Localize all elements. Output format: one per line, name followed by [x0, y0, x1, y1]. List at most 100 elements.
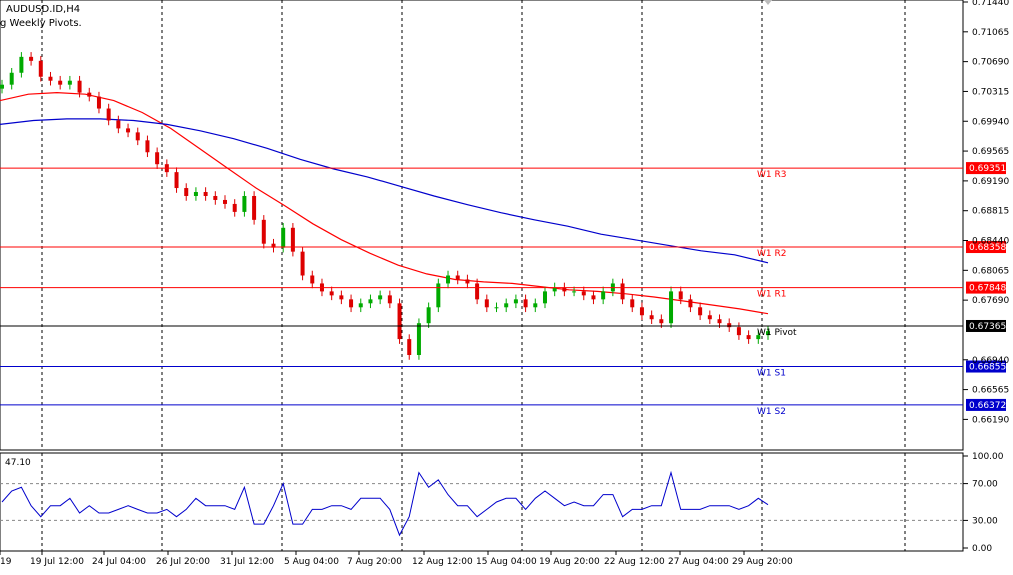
candle[interactable]	[756, 335, 761, 340]
level-name: W1 Pivot	[757, 328, 797, 338]
candle[interactable]	[213, 195, 218, 200]
candle[interactable]	[717, 319, 722, 324]
time-tick-label: 19 Aug 20:00	[539, 557, 600, 567]
candle[interactable]	[48, 76, 53, 81]
candle[interactable]	[688, 299, 693, 308]
candle[interactable]	[387, 295, 392, 304]
candle[interactable]	[620, 283, 625, 300]
candle[interactable]	[155, 152, 160, 165]
candle[interactable]	[184, 188, 189, 196]
candle[interactable]	[0, 84, 4, 89]
candle[interactable]	[416, 323, 421, 355]
candle[interactable]	[513, 299, 518, 304]
candle[interactable]	[746, 335, 751, 340]
candle[interactable]	[368, 299, 373, 304]
candle[interactable]	[290, 227, 295, 252]
candle[interactable]	[562, 287, 567, 292]
candle[interactable]	[135, 132, 140, 141]
pivot-levels[interactable]: W1 R3 0.69351 W1 R2 0.68358 W1 R1 0.67848 W1 P…	[0, 162, 1006, 417]
price-tick-label: 0.69190	[972, 177, 1009, 187]
candle[interactable]	[591, 295, 596, 300]
candle[interactable]	[407, 339, 412, 355]
time-tick-label: 29 Aug 20:00	[732, 557, 793, 567]
candle[interactable]	[300, 251, 305, 276]
time-tick-label: 27 Aug 04:00	[668, 557, 729, 567]
candle[interactable]	[446, 275, 451, 284]
candles[interactable]	[0, 52, 770, 360]
candle[interactable]	[58, 80, 63, 85]
candle[interactable]	[552, 287, 557, 292]
candle[interactable]	[232, 203, 237, 212]
candle[interactable]	[126, 128, 131, 133]
candle[interactable]	[261, 219, 266, 244]
moving-averages	[0, 91, 769, 315]
candle[interactable]	[203, 192, 208, 196]
candle[interactable]	[601, 291, 606, 300]
level-price-tag	[966, 360, 1006, 373]
candle[interactable]	[9, 72, 14, 85]
candle[interactable]	[223, 199, 228, 204]
candle[interactable]	[436, 283, 441, 308]
candle[interactable]	[504, 303, 509, 308]
time-tick-label: 15 Aug 04:00	[476, 557, 537, 567]
candle[interactable]	[649, 315, 654, 320]
level-price-tag	[966, 319, 1006, 332]
candle[interactable]	[572, 291, 577, 293]
candle[interactable]	[38, 60, 43, 77]
candle[interactable]	[106, 108, 111, 121]
candle[interactable]	[77, 80, 82, 93]
candle[interactable]	[67, 80, 72, 85]
candle[interactable]	[145, 140, 150, 153]
candle[interactable]	[358, 303, 363, 308]
candle[interactable]	[242, 195, 247, 212]
candle[interactable]	[678, 291, 683, 300]
candle[interactable]	[281, 227, 286, 248]
candle[interactable]	[698, 307, 703, 316]
candle[interactable]	[659, 319, 664, 324]
candle[interactable]	[727, 323, 732, 328]
candle[interactable]	[29, 56, 34, 61]
candle[interactable]	[581, 291, 586, 296]
candle[interactable]	[378, 295, 383, 300]
oscillator-panel: 100.00 70.00 30.00 0.00	[0, 452, 1004, 554]
candle[interactable]	[542, 291, 547, 304]
price-tick-label: 0.67690	[972, 296, 1009, 306]
candle[interactable]	[397, 303, 402, 340]
candle[interactable]	[116, 120, 121, 129]
candle[interactable]	[19, 56, 24, 73]
candle[interactable]	[766, 331, 770, 336]
candle[interactable]	[349, 299, 354, 308]
candle[interactable]	[174, 172, 179, 189]
candle[interactable]	[523, 299, 528, 308]
candle[interactable]	[484, 299, 489, 308]
level-name: W1 S2	[757, 407, 786, 417]
candle[interactable]	[630, 299, 635, 308]
candle[interactable]	[87, 92, 92, 97]
candle[interactable]	[271, 243, 276, 248]
candle[interactable]	[639, 307, 644, 316]
level-name: W1 S1	[757, 369, 786, 379]
candle[interactable]	[252, 195, 257, 220]
level-price-tag	[966, 281, 1006, 294]
candle[interactable]	[310, 275, 315, 284]
candle[interactable]	[329, 291, 334, 296]
candle[interactable]	[533, 303, 538, 308]
time-tick-label: 31 Jul 12:00	[220, 557, 274, 567]
candle[interactable]	[339, 295, 344, 300]
candle[interactable]	[455, 275, 460, 280]
candle[interactable]	[736, 327, 741, 336]
level-name: W1 R1	[757, 290, 786, 300]
candle[interactable]	[475, 283, 480, 300]
candle[interactable]	[465, 279, 470, 284]
candle[interactable]	[426, 307, 431, 324]
candle[interactable]	[669, 291, 674, 324]
candle[interactable]	[707, 315, 712, 320]
candle[interactable]	[96, 96, 101, 109]
chart-shift-icon[interactable]	[764, 0, 772, 5]
level-name: W1 R3	[757, 170, 786, 180]
price-tick-label: 0.68065	[972, 266, 1009, 276]
candle[interactable]	[193, 192, 198, 196]
candle[interactable]	[494, 307, 499, 309]
